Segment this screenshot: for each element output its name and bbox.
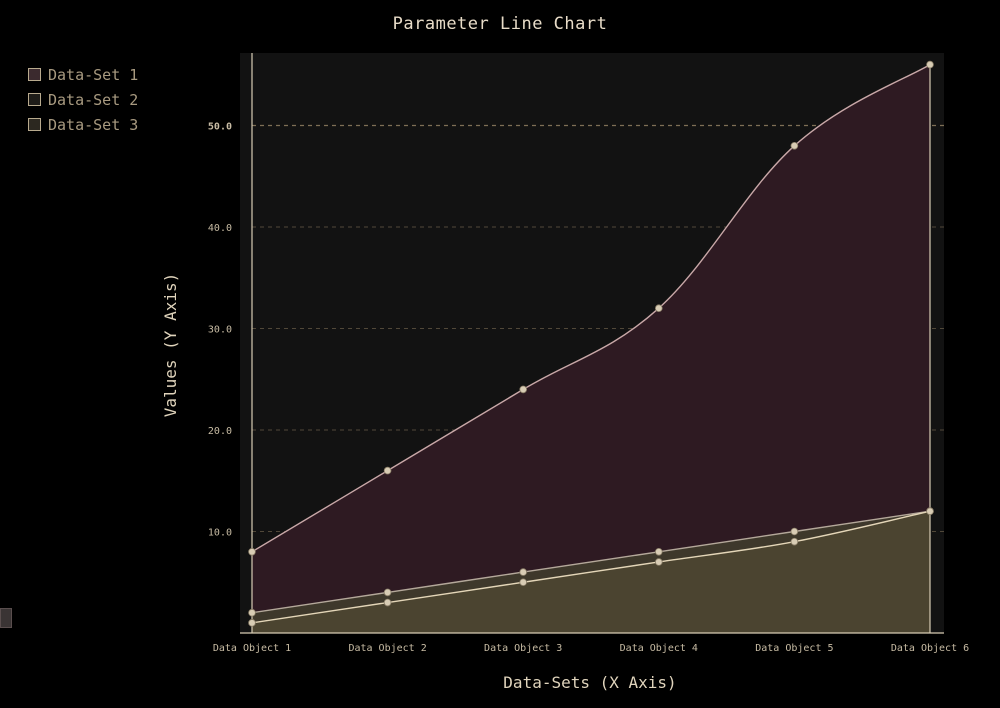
point-series-1-2 (383, 466, 392, 475)
point-series-1-6 (926, 60, 934, 69)
point-series-1-3 (519, 385, 527, 394)
point-series-1-4 (654, 304, 663, 313)
x-tick-label-4: Data Object 4 (620, 643, 698, 654)
point-series-1-5 (790, 142, 799, 150)
point-series-2-4 (654, 547, 663, 556)
line-layer (251, 63, 931, 624)
point-series-1-1 (248, 547, 256, 556)
point-layer (248, 60, 934, 627)
label-layer: 10.0 20.0 30.0 40.0 50.0 Data Object 1 Data Ob… (161, 122, 969, 693)
legend-item-data-set-2[interactable]: Data-Set 2 (28, 87, 138, 112)
point-series-2-2 (383, 588, 392, 597)
point-series-3-4 (654, 558, 663, 566)
y-tick-label-4: 50.0 (208, 122, 232, 133)
point-series-3-1 (248, 619, 256, 627)
y-tick-label-3: 40.0 (208, 223, 232, 234)
legend-swatch-data-set-1 (28, 68, 41, 81)
axis-layer (240, 53, 944, 634)
point-series-3-6 (926, 507, 934, 516)
legend-label-data-set-2: Data-Set 2 (48, 90, 139, 109)
point-series-3-3 (519, 578, 527, 587)
legend-swatch-data-set-2 (28, 93, 41, 106)
point-series-3-5 (790, 537, 799, 546)
line-series-1 (251, 63, 931, 553)
legend-label-data-set-3: Data-Set 3 (48, 115, 139, 134)
legend-label-data-set-1: Data-Set 1 (48, 65, 139, 84)
x-tick-label-3: Data Object 3 (484, 643, 562, 654)
x-tick-label-6: Data Object 6 (891, 643, 969, 654)
legend-item-data-set-1[interactable]: Data-Set 1 (28, 62, 138, 87)
area-series-1 (252, 64, 930, 634)
legend-swatch-data-set-3 (28, 118, 41, 131)
y-tick-label-1: 20.0 (208, 426, 232, 437)
line-series-2 (251, 510, 931, 614)
area-series-3 (252, 511, 930, 633)
point-series-3-2 (383, 598, 392, 607)
x-tick-label-2: Data Object 2 (348, 643, 426, 654)
line-series-3 (251, 510, 931, 624)
legend: Data-Set 1 Data-Set 2 Data-Set 3 (28, 62, 138, 137)
point-series-2-1 (248, 608, 256, 617)
x-tick-label-5: Data Object 5 (755, 643, 833, 654)
y-tick-label-0: 10.0 (208, 528, 232, 539)
point-series-2-5 (790, 527, 799, 536)
legend-item-data-set-3[interactable]: Data-Set 3 (28, 112, 138, 137)
y-axis-title: Values (Y Axis) (161, 273, 180, 418)
side-marker (0, 608, 12, 628)
x-axis-title: Data-Sets (X Axis) (503, 673, 676, 692)
y-tick-label-2: 30.0 (208, 325, 232, 336)
point-series-2-3 (519, 568, 527, 576)
x-tick-label-1: Data Object 1 (213, 643, 291, 654)
chart-title: Parameter Line Chart (392, 14, 608, 34)
